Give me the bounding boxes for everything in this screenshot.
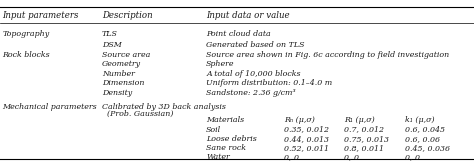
- Text: Sane rock: Sane rock: [206, 144, 246, 152]
- Text: Sandstone: 2.36 g/cm³: Sandstone: 2.36 g/cm³: [206, 89, 296, 97]
- Text: Rₙ (μ,σ): Rₙ (μ,σ): [284, 116, 315, 124]
- Text: 0.8, 0.011: 0.8, 0.011: [344, 144, 383, 152]
- Text: Geometry: Geometry: [102, 60, 141, 68]
- Text: Topography: Topography: [2, 30, 50, 38]
- Text: Input parameters: Input parameters: [2, 11, 79, 20]
- Text: Calibrated by 3D back analysis: Calibrated by 3D back analysis: [102, 103, 226, 111]
- Text: 0, 0: 0, 0: [344, 153, 359, 162]
- Text: Point cloud data: Point cloud data: [206, 30, 271, 38]
- Text: 0.6, 0.06: 0.6, 0.06: [405, 135, 440, 143]
- Text: k₁ (μ,σ): k₁ (μ,σ): [405, 116, 435, 124]
- Text: Description: Description: [102, 11, 153, 20]
- Text: Source area shown in Fig. 6c according to field investigation: Source area shown in Fig. 6c according t…: [206, 51, 449, 59]
- Text: Rock blocks: Rock blocks: [2, 51, 50, 59]
- Text: R₁ (μ,σ): R₁ (μ,σ): [344, 116, 374, 124]
- Text: Sphere: Sphere: [206, 60, 235, 68]
- Text: 0, 0: 0, 0: [405, 153, 420, 162]
- Text: Density: Density: [102, 89, 132, 97]
- Text: Generated based on TLS: Generated based on TLS: [206, 40, 305, 49]
- Text: 0.35, 0.012: 0.35, 0.012: [284, 126, 329, 134]
- Text: 0.7, 0.012: 0.7, 0.012: [344, 126, 383, 134]
- Text: 0.44, 0.013: 0.44, 0.013: [284, 135, 329, 143]
- Text: 0.52, 0.011: 0.52, 0.011: [284, 144, 329, 152]
- Text: (Prob. Gaussian): (Prob. Gaussian): [107, 110, 173, 118]
- Text: 0.6, 0.045: 0.6, 0.045: [405, 126, 445, 134]
- Text: Mechanical parameters: Mechanical parameters: [2, 103, 97, 111]
- Text: Number: Number: [102, 70, 135, 78]
- Text: Dimension: Dimension: [102, 79, 145, 87]
- Text: Materials: Materials: [206, 116, 244, 124]
- Text: Source area: Source area: [102, 51, 150, 59]
- Text: Input data or value: Input data or value: [206, 11, 290, 20]
- Text: 0, 0: 0, 0: [284, 153, 300, 162]
- Text: Loose debris: Loose debris: [206, 135, 257, 143]
- Text: Water: Water: [206, 153, 230, 162]
- Text: A total of 10,000 blocks: A total of 10,000 blocks: [206, 70, 301, 78]
- Text: Uniform distribution: 0.1–4.0 m: Uniform distribution: 0.1–4.0 m: [206, 79, 332, 87]
- Text: TLS: TLS: [102, 30, 118, 38]
- Text: 0.75, 0.013: 0.75, 0.013: [344, 135, 389, 143]
- Text: 0.45, 0.036: 0.45, 0.036: [405, 144, 450, 152]
- Text: DSM: DSM: [102, 40, 122, 49]
- Text: Soil: Soil: [206, 126, 221, 134]
